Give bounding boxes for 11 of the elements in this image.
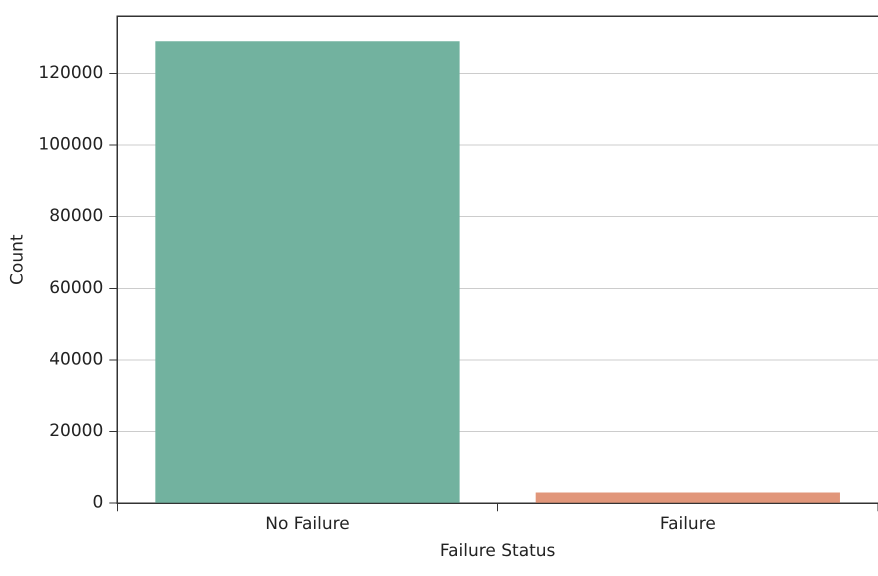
y-tick-label: 40000: [49, 349, 104, 370]
y-tick-label: 0: [92, 492, 104, 513]
x-tick-label: Failure: [660, 514, 716, 534]
y-tick-label: 20000: [49, 421, 104, 442]
x-axis-title: Failure Status: [440, 541, 556, 562]
y-tick-label: 80000: [49, 206, 104, 226]
y-axis-title: Count: [8, 234, 28, 285]
y-tick-label: 60000: [49, 278, 104, 298]
y-tick-label: 120000: [38, 62, 104, 83]
y-tick-label: 100000: [38, 134, 104, 155]
x-tick-label: No Failure: [265, 514, 350, 534]
